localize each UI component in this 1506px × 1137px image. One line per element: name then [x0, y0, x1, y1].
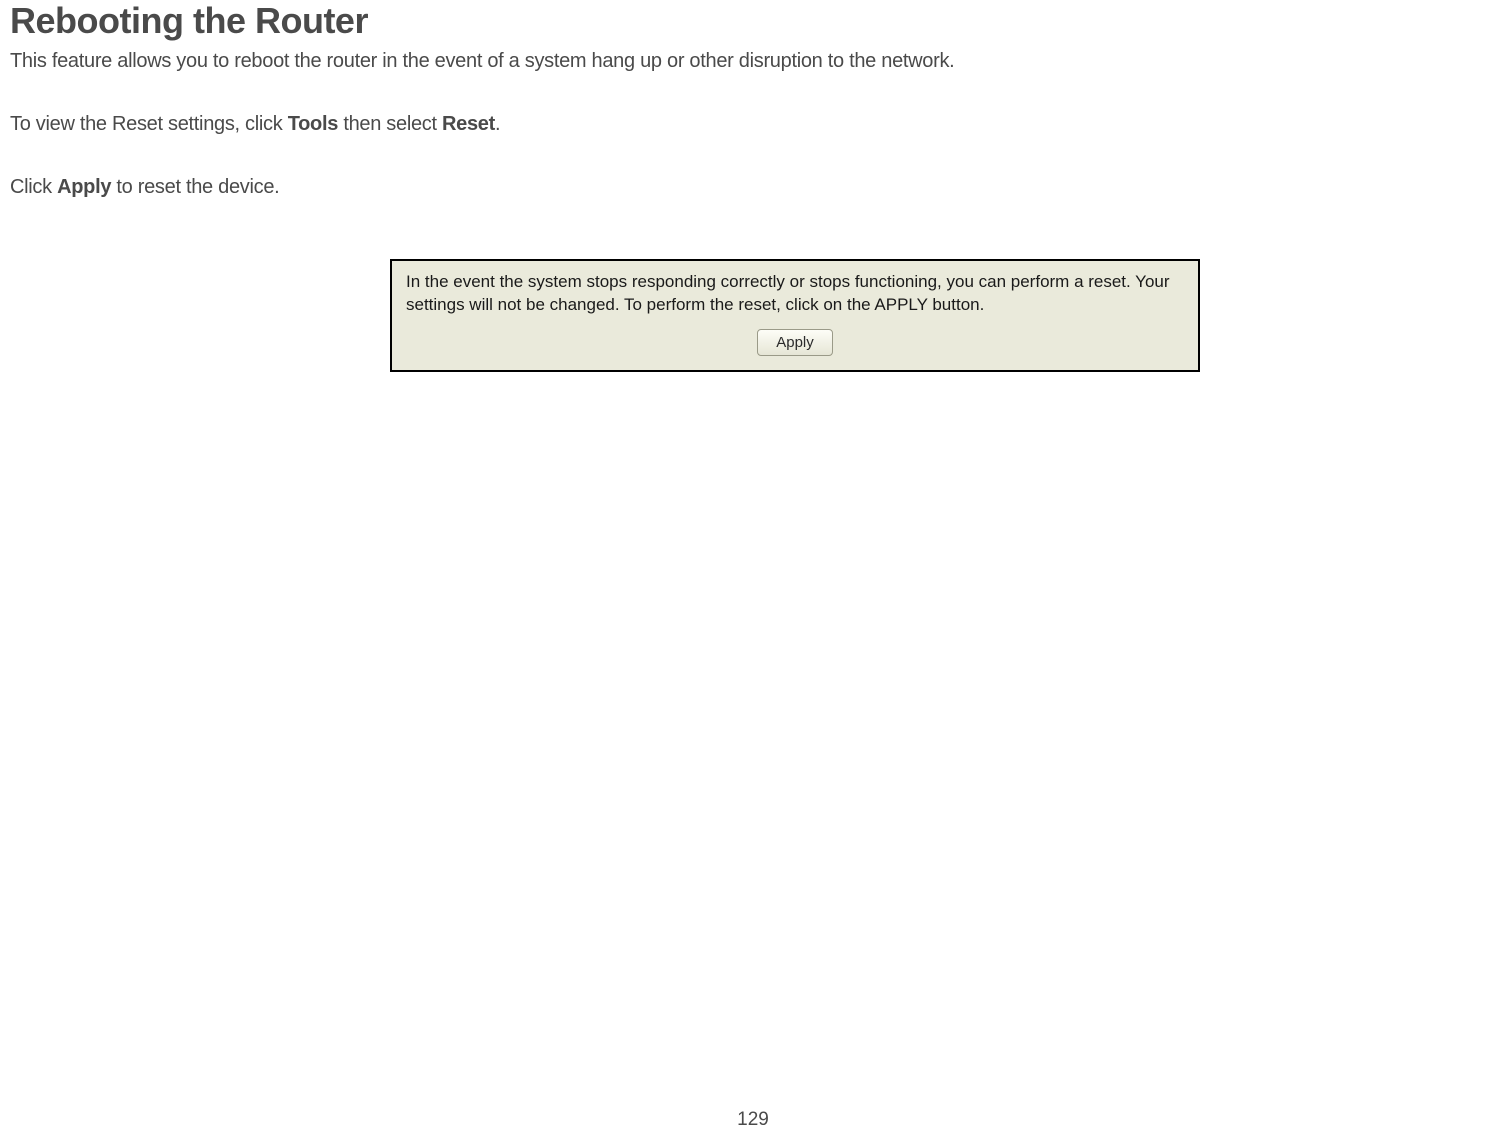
button-row: Apply	[406, 329, 1184, 356]
apply-button[interactable]: Apply	[757, 329, 833, 356]
page-number: 129	[723, 1109, 783, 1131]
reset-panel-container: In the event the system stops responding…	[390, 259, 1200, 372]
instruction1-bold-tools: Tools	[288, 113, 338, 135]
instruction1-post: .	[495, 113, 500, 135]
instruction2-pre: Click	[10, 176, 57, 198]
instruction2-bold-apply: Apply	[57, 176, 111, 198]
reset-panel: In the event the system stops responding…	[390, 259, 1200, 372]
instruction1-pre: To view the Reset settings, click	[10, 113, 288, 135]
intro-text: This feature allows you to reboot the ro…	[10, 50, 1496, 73]
instruction1-bold-reset: Reset	[442, 113, 495, 135]
reset-panel-text: In the event the system stops responding…	[406, 271, 1184, 317]
instruction2-post: to reset the device.	[111, 176, 279, 198]
page-title: Rebooting the Router	[10, 0, 1496, 42]
instruction-view-reset: To view the Reset settings, click Tools …	[10, 113, 1496, 136]
instruction-click-apply: Click Apply to reset the device.	[10, 176, 1496, 199]
instruction1-mid: then select	[338, 113, 442, 135]
